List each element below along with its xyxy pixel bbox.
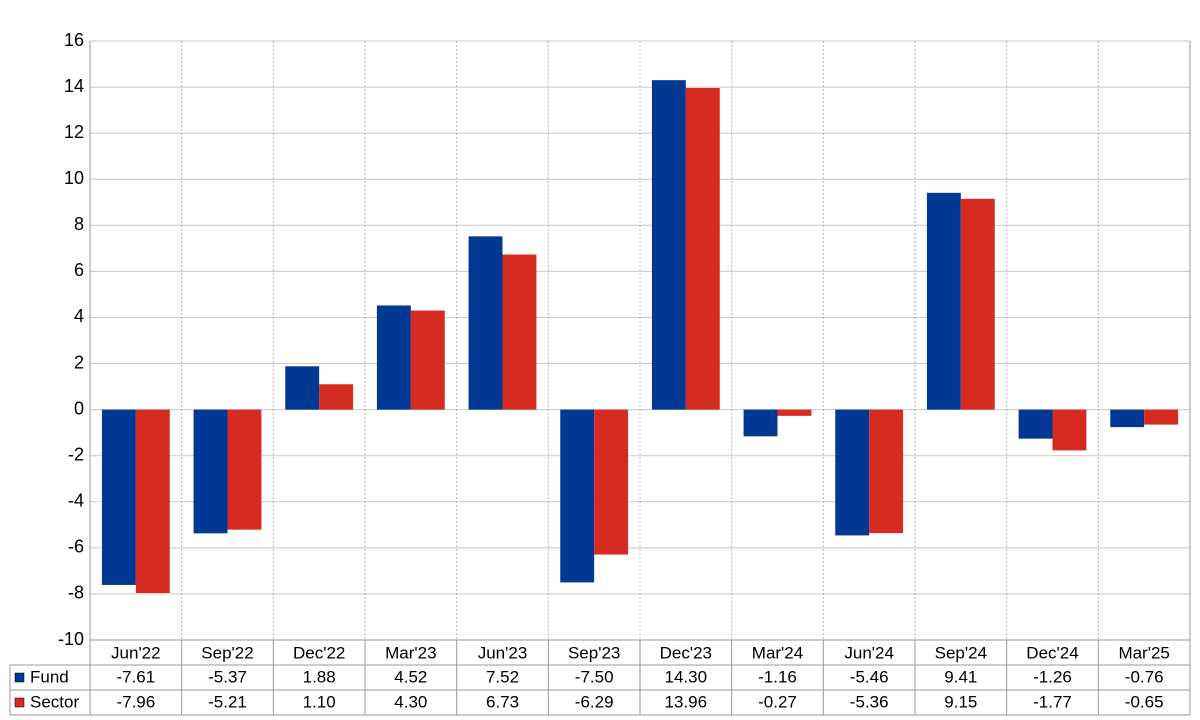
data-label: -0.76 [1125, 667, 1164, 686]
y-tick-label: -4 [68, 491, 84, 511]
data-label: 7.52 [486, 667, 519, 686]
legend-swatch [14, 672, 25, 683]
y-tick-label: 10 [64, 168, 84, 188]
y-tick-label: -6 [68, 537, 84, 557]
data-label: 1.88 [303, 667, 336, 686]
bar [135, 409, 170, 594]
bar [193, 409, 228, 534]
x-tick-label: Dec'23 [660, 643, 712, 662]
data-label: -6.29 [575, 692, 614, 711]
y-tick-label: 4 [74, 306, 84, 326]
data-label: -5.37 [208, 667, 247, 686]
x-tick-label: Jun'24 [844, 643, 894, 662]
data-label: -1.26 [1033, 667, 1072, 686]
bar [835, 409, 870, 536]
x-tick-label: Jun'22 [111, 643, 161, 662]
bar [1052, 409, 1087, 451]
data-label: 9.41 [944, 667, 977, 686]
bar [101, 409, 136, 585]
data-label: 14.30 [665, 667, 708, 686]
y-tick-label: 0 [74, 398, 84, 418]
legend-label: Sector [30, 692, 79, 711]
data-label: 1.10 [303, 692, 336, 711]
legend-label: Fund [30, 667, 69, 686]
legend-swatch [14, 697, 25, 708]
y-tick-label: 6 [74, 260, 84, 280]
bar [1110, 409, 1145, 428]
data-label: 6.73 [486, 692, 519, 711]
bar [1144, 409, 1179, 425]
y-tick-label: -8 [68, 583, 84, 603]
data-label: 13.96 [665, 692, 708, 711]
data-label: -7.96 [116, 692, 155, 711]
x-tick-label: Mar'23 [385, 643, 436, 662]
bar [685, 87, 720, 410]
bar [651, 80, 686, 410]
bar [960, 198, 995, 410]
x-tick-label: Dec'24 [1026, 643, 1078, 662]
bar [468, 236, 503, 410]
x-tick-label: Sep'23 [568, 643, 620, 662]
data-label: -7.50 [575, 667, 614, 686]
data-label: -5.46 [850, 667, 889, 686]
bar [594, 409, 629, 555]
bar [502, 254, 537, 410]
data-label: -1.16 [758, 667, 797, 686]
x-tick-label: Mar'25 [1118, 643, 1169, 662]
bar [227, 409, 262, 530]
data-label: -5.21 [208, 692, 247, 711]
data-label: -7.61 [116, 667, 155, 686]
bar [777, 409, 812, 416]
data-label: -0.27 [758, 692, 797, 711]
bar [376, 305, 411, 410]
bar [319, 384, 354, 410]
x-tick-label: Jun'23 [478, 643, 528, 662]
y-tick-label: 8 [74, 214, 84, 234]
data-label: 9.15 [944, 692, 977, 711]
y-tick-label: 12 [64, 122, 84, 142]
bar [560, 409, 595, 583]
bar [869, 409, 904, 534]
data-label: -0.65 [1125, 692, 1164, 711]
y-tick-label: 14 [64, 76, 84, 96]
y-tick-label: -10 [58, 629, 84, 649]
data-label: 4.52 [394, 667, 427, 686]
data-label: -1.77 [1033, 692, 1072, 711]
bar [926, 192, 961, 410]
y-tick-label: 2 [74, 352, 84, 372]
x-tick-label: Sep'22 [201, 643, 253, 662]
bar [285, 366, 320, 410]
bar [743, 409, 778, 437]
data-label: -5.36 [850, 692, 889, 711]
bar [1018, 409, 1053, 439]
x-tick-label: Sep'24 [935, 643, 987, 662]
y-tick-label: -2 [68, 444, 84, 464]
data-label: 4.30 [394, 692, 427, 711]
x-tick-label: Dec'22 [293, 643, 345, 662]
x-tick-label: Mar'24 [752, 643, 803, 662]
bar [410, 310, 445, 410]
y-tick-label: 16 [64, 30, 84, 50]
